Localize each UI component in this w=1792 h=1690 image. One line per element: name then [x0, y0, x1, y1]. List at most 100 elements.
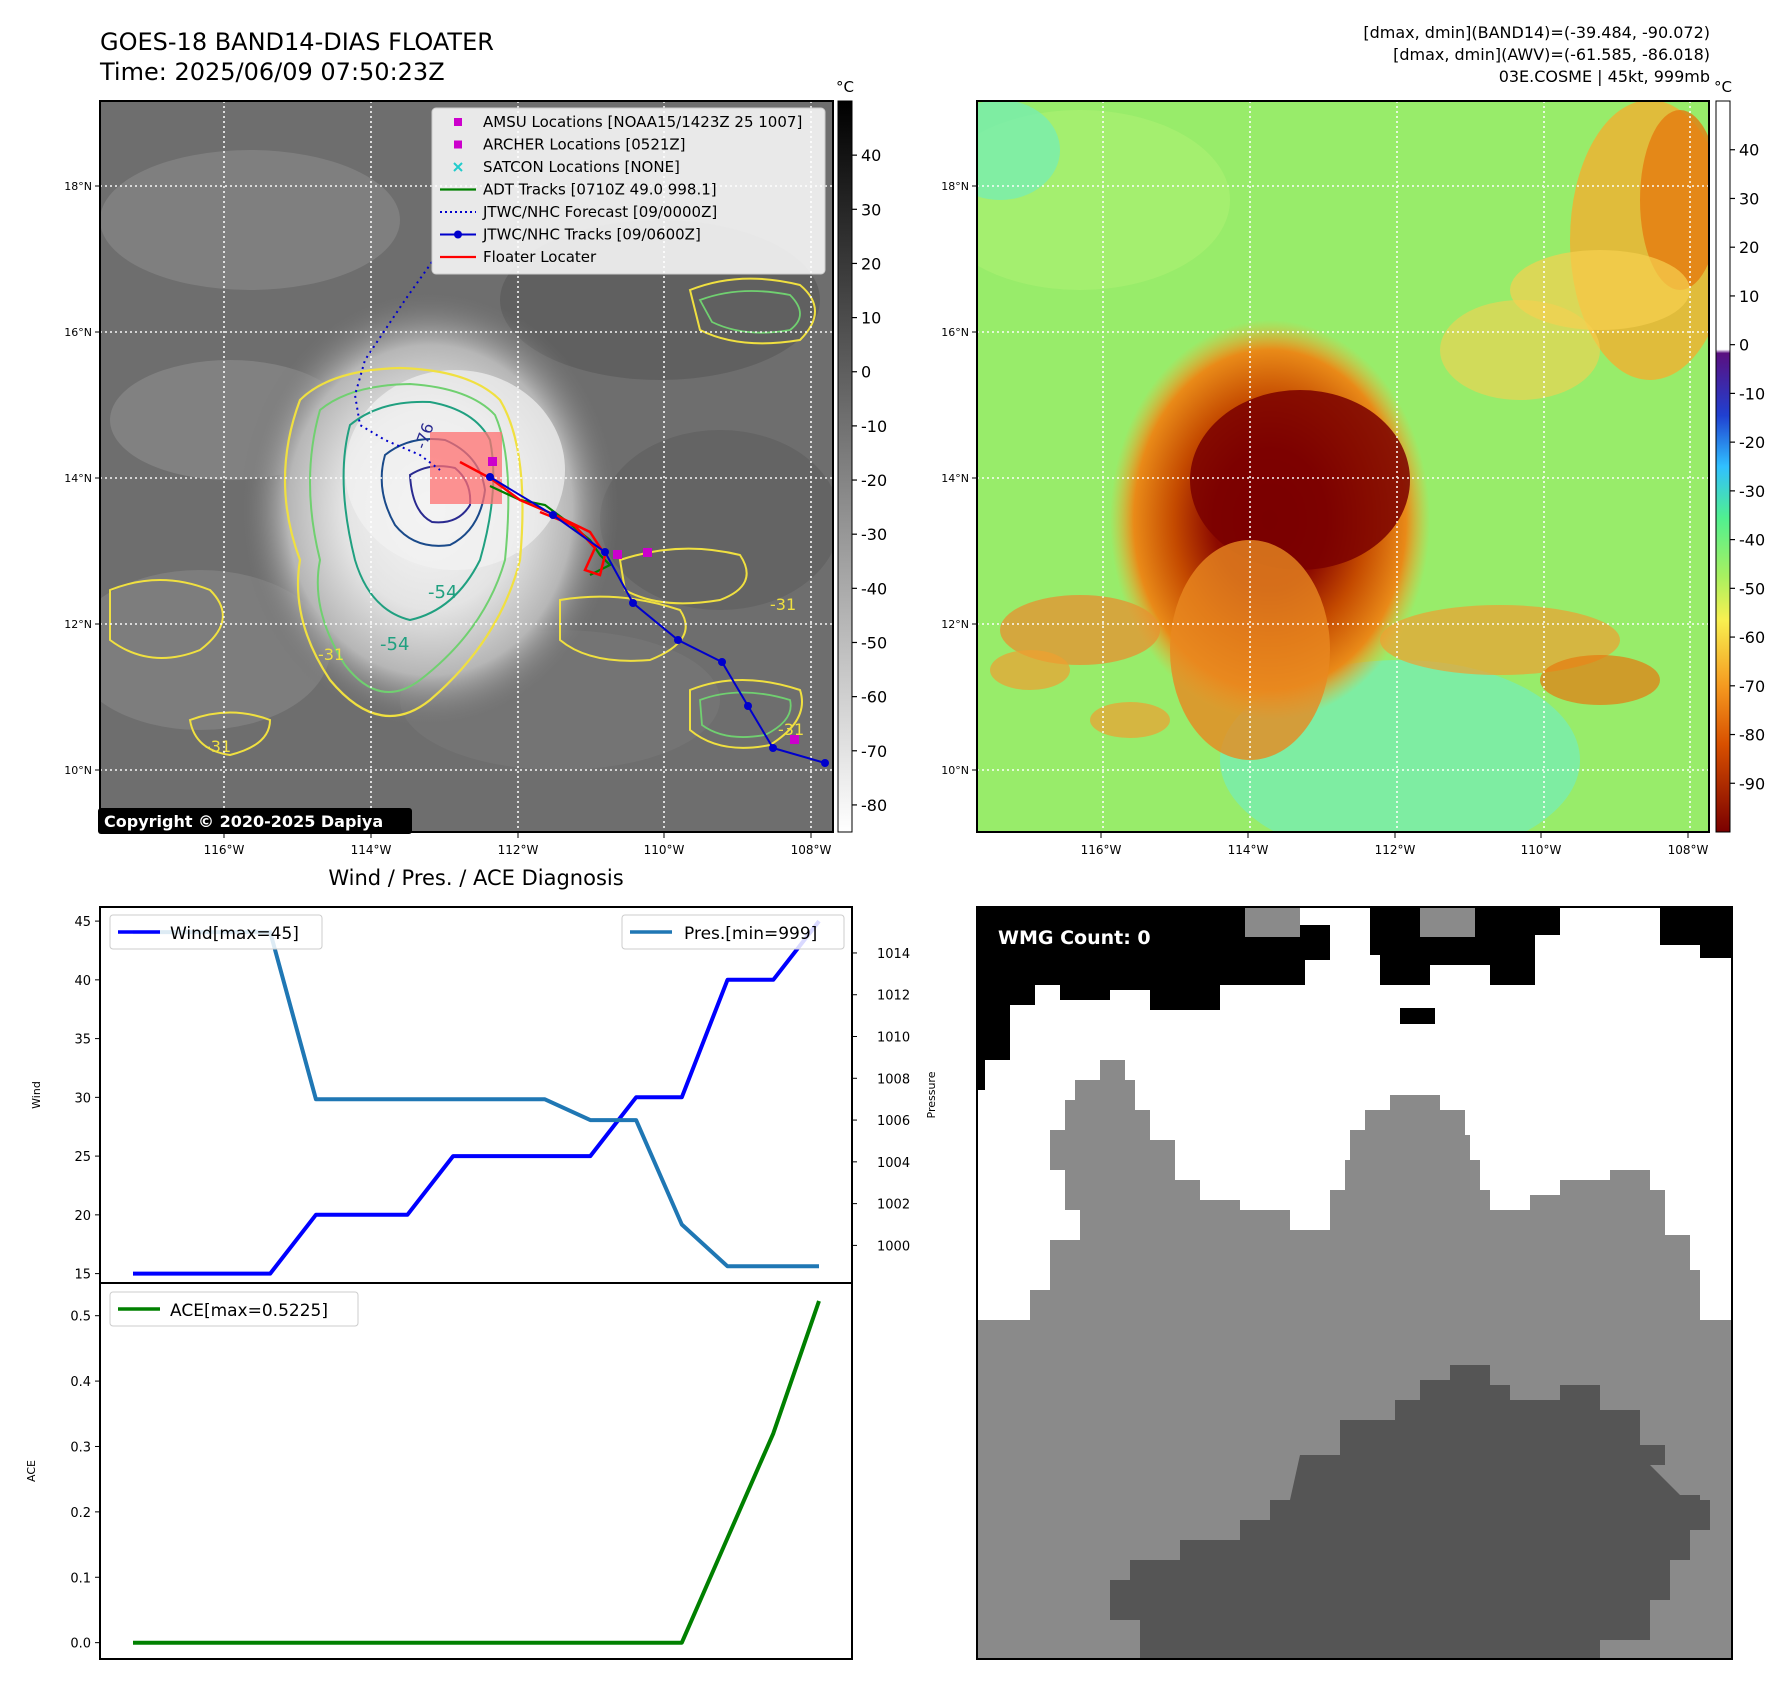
map-lat-label: 12°N: [64, 618, 92, 631]
pressure-legend-label: Pres.[min=999]: [684, 924, 817, 944]
ir-colorbar: [837, 100, 853, 833]
wmg-count-label: WMG Count: 0: [998, 927, 1151, 949]
colorbar-tick-label: -20: [1739, 433, 1765, 452]
wind-legend-label: Wind[max=45]: [170, 924, 299, 944]
contour-label: -31: [778, 720, 804, 739]
pressure-ytick-label: 1008: [877, 1072, 910, 1087]
wind-ytick-label: 25: [74, 1150, 91, 1165]
info-awv: [dmax, dmin](AWV)=(-61.585, -86.018): [1393, 45, 1710, 64]
colorbar-tick-label: 10: [861, 309, 881, 328]
awv-colorbar: [1715, 100, 1731, 833]
contour-label: -31: [318, 645, 344, 664]
wind-ytick-label: 30: [74, 1091, 91, 1106]
legend-entry-label: ARCHER Locations [0521Z]: [483, 136, 686, 154]
pressure-ytick-label: 1014: [877, 947, 910, 962]
ace-ytick-label: 0.0: [70, 1637, 91, 1652]
wind-ytick-label: 20: [74, 1209, 91, 1224]
ace-ytick-label: 0.4: [70, 1375, 91, 1390]
map-lat-label: 14°N: [941, 472, 969, 485]
colorbar-tick-label: 20: [861, 254, 881, 273]
map-lat-label: 10°N: [64, 764, 92, 777]
colorbar-tick-label: 0: [861, 363, 871, 382]
map-lat-label: 16°N: [64, 326, 92, 339]
legend-entry-label: Floater Locater: [483, 248, 597, 266]
pressure-ytick-label: 1000: [877, 1239, 910, 1254]
pressure-ytick-label: 1006: [877, 1114, 910, 1129]
pressure-ytick-label: 1004: [877, 1156, 910, 1171]
colorbar-tick-label: -50: [1739, 579, 1765, 598]
legend-entry-label: SATCON Locations [NONE]: [483, 158, 680, 176]
wind-ytick-label: 35: [74, 1033, 91, 1048]
wind-ytick-label: 40: [74, 974, 91, 989]
awv-map-panel: °C 40 30 20 10 0 -10 -20 -30 -40 -50 -60 -70 -80 -90: [976, 78, 1765, 833]
wind-ylabel: Wind: [30, 1081, 43, 1109]
map-lon-label: 112°W: [498, 843, 539, 857]
map-lat-label: 18°N: [64, 180, 92, 193]
copyright-label: Copyright © 2020-2025 Dapiya: [104, 812, 383, 831]
colorbar-tick-label: -30: [861, 525, 887, 544]
ir-colorbar-unit: °C: [836, 78, 854, 96]
figure-time: Time: 2025/06/09 07:50:23Z: [99, 58, 445, 86]
colorbar-tick-label: 40: [1739, 141, 1759, 160]
map-lat-label: 18°N: [941, 180, 969, 193]
map-lon-label: 108°W: [1668, 843, 1709, 857]
legend-entry-label: JTWC/NHC Tracks [09/0600Z]: [482, 226, 701, 244]
colorbar-tick-label: -30: [1739, 482, 1765, 501]
map-lon-label: 110°W: [644, 843, 685, 857]
wind-pres-plot: [99, 906, 853, 1284]
legend-marker-square: [454, 118, 462, 126]
ace-ylabel: ACE: [25, 1460, 38, 1482]
wmg-panel: WMG Count: 0: [976, 906, 1733, 1660]
colorbar-tick-label: -80: [1739, 726, 1765, 745]
ace-ytick-label: 0.1: [70, 1571, 91, 1586]
colorbar-tick-label: 40: [861, 146, 881, 165]
diagnosis-title: Wind / Pres. / ACE Diagnosis: [328, 866, 623, 890]
map-lon-label: 114°W: [1228, 843, 1269, 857]
colorbar-tick-label: -40: [861, 579, 887, 598]
contour-label: -31: [770, 595, 796, 614]
ace-ytick-label: 0.5: [70, 1310, 91, 1325]
legend-entry-label: AMSU Locations [NOAA15/1423Z 25 1007]: [483, 113, 802, 131]
colorbar-tick-label: 30: [1739, 189, 1759, 208]
colorbar-tick-label: 30: [861, 200, 881, 219]
pressure-ytick-label: 1012: [877, 989, 910, 1004]
ir-map-panel: -76 -54 -54 -31 -31 -31 -31: [98, 78, 887, 834]
colorbar-tick-label: -80: [861, 796, 887, 815]
map-lon-label: 110°W: [1521, 843, 1562, 857]
wind-ytick-label: 45: [74, 915, 91, 930]
map-lat-label: 10°N: [941, 764, 969, 777]
ir-legend: AMSU Locations [NOAA15/1423Z 25 1007] ARC…: [431, 107, 826, 275]
colorbar-tick-label: -70: [861, 742, 887, 761]
colorbar-tick-label: -60: [861, 688, 887, 707]
colorbar-tick-label: -60: [1739, 628, 1765, 647]
map-lon-label: 114°W: [351, 843, 392, 857]
figure-title: GOES-18 BAND14-DIAS FLOATER: [100, 28, 494, 56]
wind-series-line: [133, 919, 821, 1276]
ace-legend-label: ACE[max=0.5225]: [170, 1301, 328, 1321]
colorbar-tick-label: 0: [1739, 336, 1749, 355]
legend-marker-square: [454, 140, 462, 149]
ace-series-line: [133, 1300, 821, 1645]
colorbar-tick-label: 20: [1739, 238, 1759, 257]
pressure-legend: Pres.[min=999]: [621, 914, 845, 950]
legend-entry-label: JTWC/NHC Forecast [09/0000Z]: [482, 203, 717, 221]
map-lat-label: 12°N: [941, 618, 969, 631]
colorbar-tick-label: -20: [861, 471, 887, 490]
colorbar-tick-label: -50: [861, 633, 887, 652]
ace-plot: [99, 1282, 853, 1660]
info-storm: 03E.COSME | 45kt, 999mb: [1499, 67, 1710, 86]
colorbar-tick-label: -90: [1739, 774, 1765, 793]
ace-legend: ACE[max=0.5225]: [109, 1291, 359, 1327]
wind-ytick-label: 15: [74, 1268, 91, 1283]
pressure-ytick-label: 1002: [877, 1198, 910, 1213]
ace-ytick-label: 0.2: [70, 1506, 91, 1521]
map-lon-label: 116°W: [204, 843, 245, 857]
map-lat-label: 16°N: [941, 326, 969, 339]
colorbar-tick-label: -10: [861, 417, 887, 436]
legend-entry-label: ADT Tracks [0710Z 49.0 998.1]: [483, 181, 717, 199]
ace-ytick-label: 0.3: [70, 1440, 91, 1455]
map-lon-label: 108°W: [791, 843, 832, 857]
pressure-ytick-label: 1010: [877, 1031, 910, 1046]
map-lon-label: 112°W: [1375, 843, 1416, 857]
contour-label: -54: [380, 634, 409, 655]
